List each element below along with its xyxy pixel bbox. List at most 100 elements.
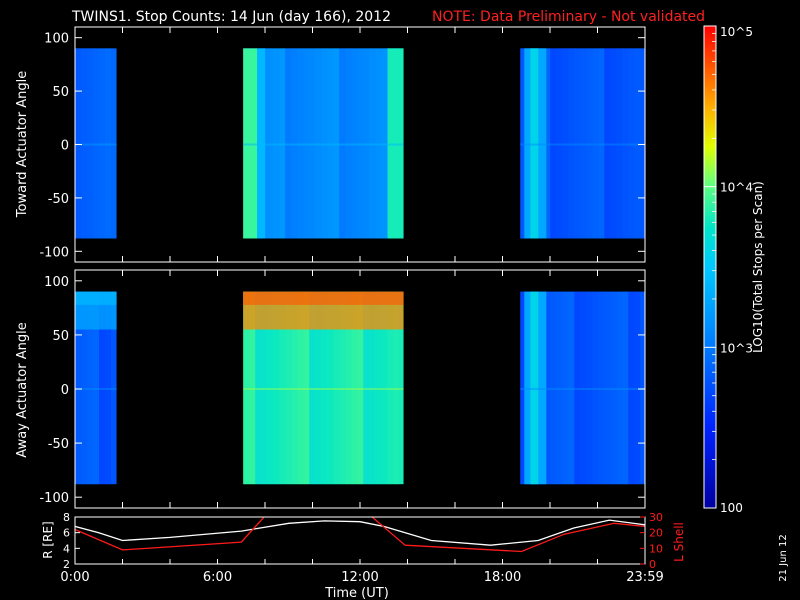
heatmap-cell <box>634 291 641 485</box>
y-tick-label: -50 <box>48 437 69 452</box>
y-tick-label: 50 <box>52 329 69 344</box>
heatmap-cell <box>393 291 400 485</box>
heatmap-cell <box>375 48 382 239</box>
y-tick-label: -100 <box>39 245 69 260</box>
heatmap-cell <box>297 291 304 485</box>
heatmap-cell <box>321 48 328 239</box>
heatmap-cell <box>243 291 404 305</box>
heatmap-cell <box>530 291 539 485</box>
colorbar-tick-label: 100 <box>720 501 743 515</box>
heatmap-cell <box>616 48 623 239</box>
heatmap-segment <box>75 291 117 485</box>
heatmap-cell <box>610 48 617 239</box>
heatmap-cell <box>303 291 310 485</box>
radius-tick-label: 8 <box>63 511 70 524</box>
heatmap-cell <box>99 48 105 239</box>
time-tick-label: 0:00 <box>60 570 89 585</box>
heatmap-cell <box>75 291 117 305</box>
heatmap-cell <box>381 291 388 485</box>
heatmap-cell <box>267 291 274 485</box>
heatmap-cell <box>634 48 641 239</box>
heatmap-cell <box>592 291 599 485</box>
colorbar-label: LOG10(Total Stops per Scan) <box>751 181 765 353</box>
heatmap-cell <box>75 291 81 485</box>
heatmap-cell <box>243 388 404 390</box>
heatmap-cell <box>315 48 322 239</box>
heatmap-cell <box>363 291 370 485</box>
y-tick-label: 0 <box>61 139 69 154</box>
heatmap-cell <box>556 291 563 485</box>
heatmap-cell <box>339 291 346 485</box>
heatmap-cell <box>550 48 557 239</box>
heatmap-segment <box>520 291 645 485</box>
heatmap-cell <box>267 48 274 239</box>
heatmap-cell <box>285 291 292 485</box>
heatmap-cell <box>105 48 111 239</box>
heatmap-cell <box>544 291 551 485</box>
heatmap-cell <box>544 48 551 239</box>
radius-tick-label: 2 <box>63 558 70 571</box>
heatmap-cell <box>309 48 316 239</box>
heatmap-cell <box>586 48 593 239</box>
heatmap-cell <box>315 291 322 485</box>
heatmap-cell <box>387 48 404 239</box>
time-axis-label: Time (UT) <box>324 586 389 600</box>
radius-axis-label: R [RE] <box>41 521 55 558</box>
heatmap-cell <box>357 48 364 239</box>
lshell-tick-label: 30 <box>649 511 663 524</box>
heatmap-cell <box>345 291 352 485</box>
y-tick-label: -50 <box>48 192 69 207</box>
heatmap-cell <box>586 291 593 485</box>
heatmap-cell <box>562 48 569 239</box>
heatmap-cell <box>303 48 310 239</box>
heatmap-cell <box>345 48 352 239</box>
heatmap-cell <box>622 291 629 485</box>
preliminary-note: NOTE: Data Preliminary - Not validated <box>432 9 705 25</box>
heatmap-cell <box>257 48 266 239</box>
heatmap-cell <box>556 48 563 239</box>
y-tick-label: 0 <box>61 383 69 398</box>
heatmap-cell <box>550 291 557 485</box>
heatmap-cell <box>520 291 527 485</box>
radius-tick-label: 6 <box>63 527 70 540</box>
lshell-tick-label: 0 <box>649 558 656 571</box>
y-tick-label: 100 <box>44 32 69 47</box>
heatmap-cell <box>273 291 280 485</box>
colorbar-scale <box>703 25 717 509</box>
heatmap-cell <box>580 48 587 239</box>
heatmap-cell <box>291 291 298 485</box>
heatmap-cell <box>357 291 364 485</box>
heatmap-cell <box>381 48 388 239</box>
heatmap-cell <box>93 48 99 239</box>
heatmap-cell <box>333 48 340 239</box>
y-tick-label: 100 <box>44 275 69 290</box>
heatmap-cell <box>387 291 394 485</box>
toward-angle-panel: 100 50 0 -50 -100 <box>39 26 646 263</box>
heatmap-cell <box>333 291 340 485</box>
heatmap-cell <box>339 48 346 239</box>
y-tick-label: 50 <box>52 85 69 100</box>
heatmap-cell <box>309 291 316 485</box>
heatmap-cell <box>87 291 93 485</box>
heatmap-cell <box>574 291 581 485</box>
time-tick-label: 18:00 <box>484 570 521 585</box>
heatmap-cell <box>369 291 376 485</box>
heatmap-cell <box>327 291 334 485</box>
heatmap-cell <box>93 291 99 485</box>
heatmap-cell <box>75 48 81 239</box>
chart-title: TWINS1. Stop Counts: 14 Jun (day 166), 2… <box>71 9 391 25</box>
radius-series-line <box>75 519 645 546</box>
heatmap-cell <box>279 291 286 485</box>
toward-angle-ylabel: Toward Actuator Angle <box>15 71 30 218</box>
heatmap-cell <box>81 291 87 485</box>
heatmap-cell <box>568 291 575 485</box>
lshell-tick-label: 10 <box>649 542 663 555</box>
heatmap-cell <box>87 48 93 239</box>
heatmap-cell <box>351 48 358 239</box>
radius-tick-label: 4 <box>63 542 70 555</box>
heatmap-segment <box>243 48 404 239</box>
heatmap-cell <box>327 48 334 239</box>
heatmap-cell <box>375 291 382 485</box>
heatmap-segment <box>75 48 117 239</box>
